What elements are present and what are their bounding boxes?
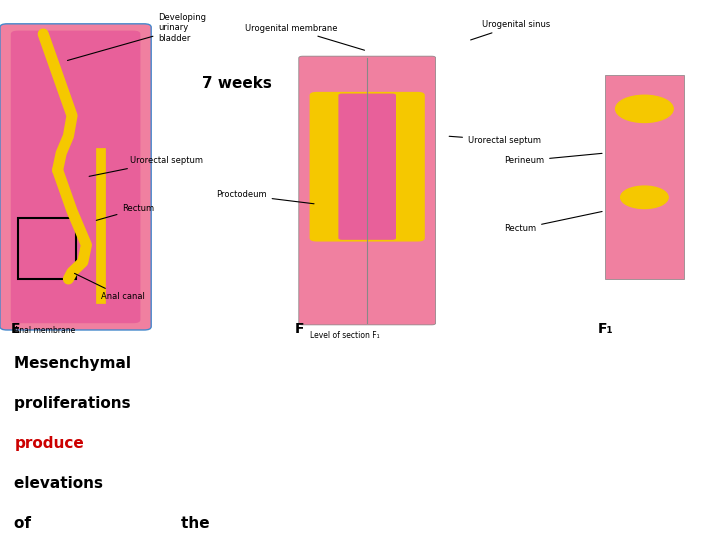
Text: Proctodeum: Proctodeum — [216, 190, 314, 204]
Text: elevations: elevations — [14, 476, 109, 491]
Text: of: of — [14, 516, 37, 531]
Text: Level of section F₁: Level of section F₁ — [310, 332, 379, 341]
Text: Mesenchymal: Mesenchymal — [14, 356, 137, 371]
Bar — [605, 75, 684, 279]
Text: Anal canal: Anal canal — [74, 273, 145, 301]
Bar — [18, 218, 76, 279]
Text: F: F — [295, 322, 305, 336]
Text: Rectum: Rectum — [504, 212, 602, 233]
Circle shape — [616, 95, 673, 123]
Circle shape — [621, 186, 668, 208]
Text: Urorectal septum: Urorectal septum — [449, 136, 541, 145]
FancyBboxPatch shape — [299, 56, 436, 325]
Text: Urorectal septum: Urorectal septum — [89, 156, 202, 177]
Text: F₁: F₁ — [598, 322, 613, 336]
FancyBboxPatch shape — [310, 92, 425, 241]
Text: the: the — [181, 516, 215, 531]
Text: Urogenital membrane: Urogenital membrane — [245, 24, 364, 50]
FancyBboxPatch shape — [0, 24, 151, 330]
Text: Rectum: Rectum — [96, 204, 155, 220]
Text: E: E — [11, 322, 20, 336]
Text: Urogenital sinus: Urogenital sinus — [471, 20, 551, 40]
Text: Developing
urinary
bladder: Developing urinary bladder — [68, 13, 207, 60]
Text: 7 weeks: 7 weeks — [202, 77, 271, 91]
Text: Anal membrane: Anal membrane — [14, 326, 76, 335]
Text: produce: produce — [14, 436, 84, 451]
Text: proliferations: proliferations — [14, 396, 136, 411]
Text: Perineum: Perineum — [504, 153, 602, 165]
FancyBboxPatch shape — [11, 31, 140, 323]
FancyBboxPatch shape — [338, 93, 396, 240]
